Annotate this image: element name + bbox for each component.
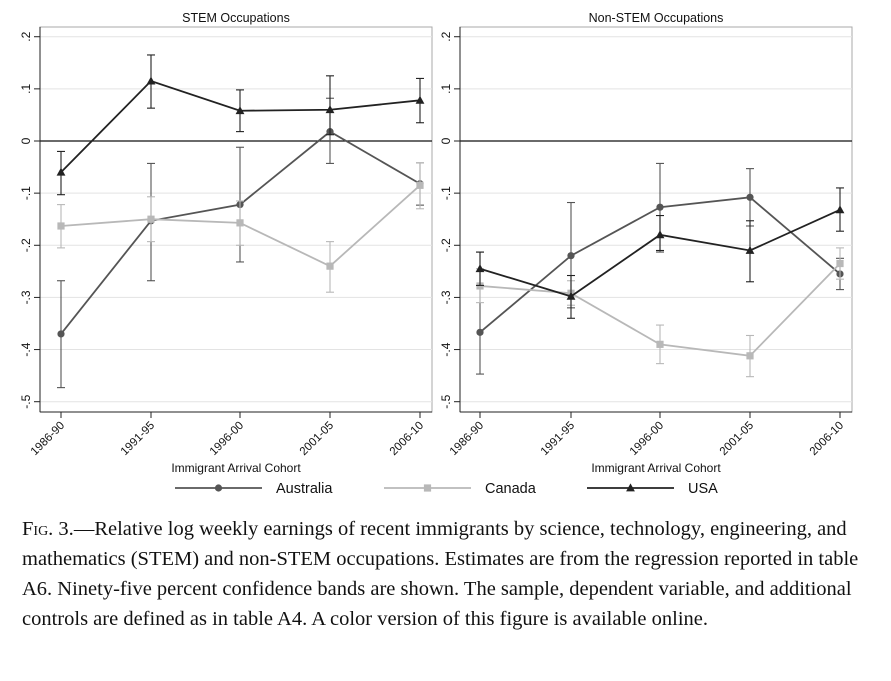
y-tick-label: .2	[19, 31, 33, 41]
data-point	[56, 167, 66, 176]
panel-non-stem: Non-STEM Occupations .2 .1 0 -.1 -.2 -.3 -.4 -.5…	[439, 11, 853, 475]
data-point	[835, 205, 845, 214]
figure-caption: Fig. 3.—Relative log weekly earnings of …	[22, 514, 868, 634]
x-tick-label: 1996-00	[208, 420, 246, 458]
y-tick-label: -.1	[439, 186, 453, 200]
plot-frame	[459, 26, 853, 413]
panel-stem: STEM Occupations .2 .1 0 -.1 -.2 -.3 -.4 -.5 1986…	[19, 11, 433, 475]
y-tick-label: -.2	[439, 238, 453, 252]
data-point	[656, 340, 664, 348]
y-tick-label: -.4	[439, 342, 453, 356]
data-point	[745, 245, 755, 254]
legend-label: USA	[688, 481, 718, 497]
y-tick-label: 0	[439, 137, 453, 144]
data-point	[235, 106, 245, 115]
figure-area: STEM Occupations .2 .1 0 -.1 -.2 -.3 -.4 -.5 1986…	[19, 11, 853, 497]
legend-label: Australia	[276, 481, 333, 497]
series-usa	[475, 187, 845, 319]
data-point	[416, 181, 424, 189]
data-point	[147, 215, 155, 223]
y-tick-label: 0	[19, 137, 33, 144]
x-tick-label: 1991-95	[119, 420, 157, 458]
data-point	[476, 328, 484, 336]
data-point	[325, 105, 335, 114]
x-tick-label: 1986-90	[29, 420, 67, 458]
legend-marker	[626, 483, 635, 492]
data-point	[656, 203, 664, 211]
y-tick-label: -.2	[19, 238, 33, 252]
data-point	[57, 330, 65, 338]
x-tick-label: 2006-10	[808, 420, 846, 458]
data-point	[566, 291, 576, 300]
plot-frame	[39, 26, 433, 413]
x-tick-label: 1991-95	[539, 420, 577, 458]
panel-title: Non-STEM Occupations	[589, 11, 724, 25]
data-point	[326, 262, 334, 270]
x-tick-label: 2001-05	[298, 420, 336, 458]
y-tick-label: -.1	[19, 186, 33, 200]
y-tick-label: -.5	[439, 394, 453, 408]
x-tick-label: 2006-10	[388, 420, 426, 458]
data-point	[655, 230, 665, 239]
legend-marker	[214, 484, 223, 492]
data-point	[746, 352, 754, 360]
caption-label: Fig. 3.	[22, 518, 74, 540]
legend-marker	[423, 484, 432, 492]
data-point	[746, 193, 754, 201]
legend: Australia Canada USA	[175, 481, 718, 497]
data-point	[146, 76, 156, 85]
series-usa	[56, 54, 425, 196]
data-point	[236, 219, 244, 227]
y-tick-label: .1	[439, 84, 453, 94]
caption-text: —Relative log weekly earnings of recent …	[22, 518, 859, 630]
data-point	[475, 264, 485, 273]
series-canada	[476, 247, 844, 378]
data-point	[415, 95, 425, 104]
x-axis-title: Immigrant Arrival Cohort	[171, 461, 301, 475]
x-tick-label: 1996-00	[628, 420, 666, 458]
y-tick-label: -.3	[19, 290, 33, 304]
panel-title: STEM Occupations	[182, 11, 290, 25]
x-axis-title: Immigrant Arrival Cohort	[591, 461, 721, 475]
legend-label: Canada	[485, 481, 537, 497]
series-canada	[57, 162, 424, 293]
data-point	[567, 252, 575, 260]
data-point	[57, 222, 65, 230]
y-tick-label: .1	[19, 84, 33, 94]
x-tick-label: 1986-90	[448, 420, 486, 458]
y-tick-label: -.3	[439, 290, 453, 304]
y-tick-label: -.5	[19, 394, 33, 408]
data-point	[836, 259, 844, 268]
y-tick-label: -.4	[19, 342, 33, 356]
y-tick-label: .2	[439, 31, 453, 41]
x-tick-label: 2001-05	[718, 420, 756, 458]
